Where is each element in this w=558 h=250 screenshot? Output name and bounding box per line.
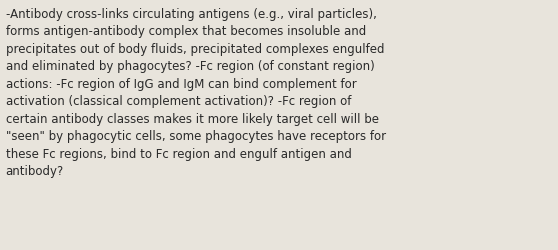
Text: -Antibody cross-links circulating antigens (e.g., viral particles),
forms antige: -Antibody cross-links circulating antige…	[6, 8, 386, 177]
